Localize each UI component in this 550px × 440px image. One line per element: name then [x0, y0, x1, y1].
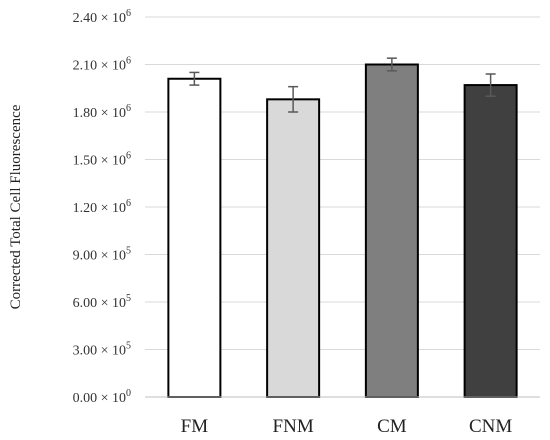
- y-tick-label: 2.40 × 106: [73, 8, 131, 26]
- y-tick-multiplier: × 10: [97, 154, 126, 169]
- y-tick-mantissa: 6.00: [73, 296, 98, 311]
- y-tick-mantissa: 1.80: [73, 106, 98, 121]
- y-tick-mantissa: 2.40: [73, 11, 98, 26]
- y-tick-exponent: 6: [126, 8, 131, 19]
- y-tick-exponent: 5: [126, 293, 131, 304]
- y-tick-mantissa: 2.10: [73, 59, 98, 74]
- y-tick-mantissa: 1.20: [73, 201, 98, 216]
- bar-cnm: [463, 84, 518, 398]
- y-tick-label: 2.10 × 106: [73, 56, 131, 74]
- x-axis-categories: FM FNM CM CNM: [181, 416, 513, 437]
- x-category-label: FNM: [273, 416, 314, 437]
- y-tick-label: 0.00 × 100: [73, 388, 131, 406]
- bar-fm: [167, 77, 222, 398]
- y-tick-exponent: 6: [126, 198, 131, 209]
- y-tick-label: 9.00 × 105: [73, 246, 131, 264]
- y-tick-label: 1.80 × 106: [73, 103, 131, 121]
- y-tick-multiplier: × 10: [97, 344, 126, 359]
- bar-fnm: [266, 98, 321, 398]
- y-tick-multiplier: × 10: [97, 391, 126, 406]
- y-tick-label: 3.00 × 105: [73, 341, 131, 359]
- y-tick-multiplier: × 10: [97, 59, 126, 74]
- y-axis-label: Corrected Total Cell Fluorescence: [8, 104, 24, 309]
- y-tick-label: 1.20 × 106: [73, 198, 131, 216]
- y-tick-exponent: 5: [126, 246, 131, 257]
- y-tick-mantissa: 9.00: [73, 249, 98, 264]
- error-bar-fnm: [288, 85, 299, 113]
- error-bar-cnm: [485, 73, 496, 97]
- error-bar-fm: [189, 71, 200, 86]
- y-tick-label: 1.50 × 106: [73, 151, 131, 169]
- x-category-label: FM: [181, 416, 209, 437]
- bars: [167, 63, 518, 398]
- error-bar-cm: [386, 57, 397, 72]
- y-tick-multiplier: × 10: [97, 11, 126, 26]
- y-tick-multiplier: × 10: [97, 296, 126, 311]
- y-tick-multiplier: × 10: [97, 201, 126, 216]
- error-bars: [189, 57, 496, 113]
- y-tick-multiplier: × 10: [97, 106, 126, 121]
- y-tick-exponent: 6: [126, 56, 131, 67]
- y-tick-exponent: 6: [126, 151, 131, 162]
- y-tick-mantissa: 1.50: [73, 154, 98, 169]
- x-category-label: CNM: [469, 416, 512, 437]
- y-tick-exponent: 0: [126, 388, 131, 399]
- y-tick-label: 6.00 × 105: [73, 293, 131, 311]
- y-tick-mantissa: 0.00: [73, 391, 98, 406]
- y-tick-exponent: 5: [126, 341, 131, 352]
- x-category-label: CM: [377, 416, 407, 437]
- y-tick-exponent: 6: [126, 103, 131, 114]
- bar-cm: [364, 63, 419, 398]
- y-tick-multiplier: × 10: [97, 249, 126, 264]
- y-tick-mantissa: 3.00: [73, 344, 98, 359]
